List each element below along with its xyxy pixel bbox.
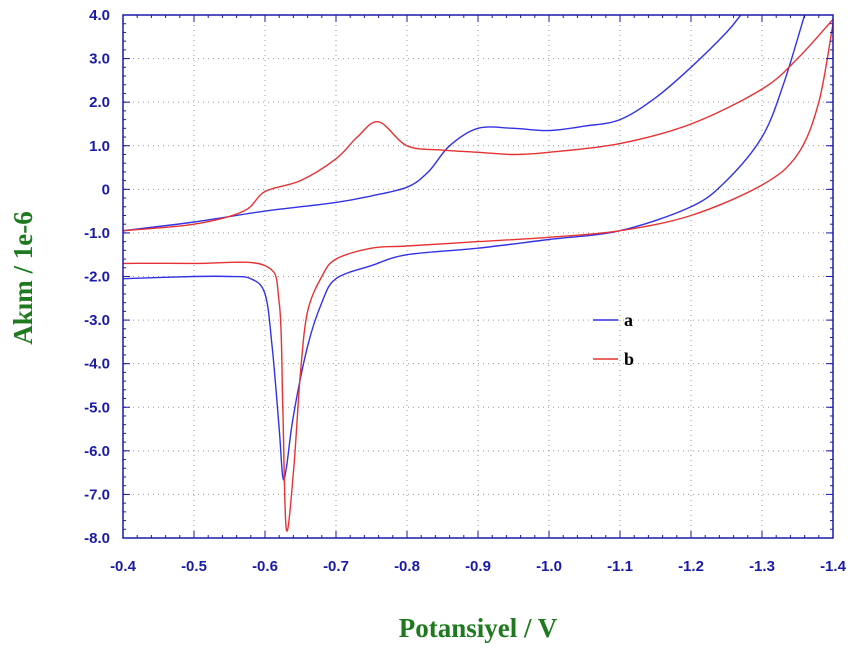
x-tick-label: -0.5	[181, 558, 207, 575]
y-tick-label: 4.0	[89, 7, 110, 24]
y-tick-label: -5.0	[84, 399, 110, 416]
y-tick-label: -8.0	[84, 530, 110, 547]
x-tick-label: -1.4	[820, 558, 847, 575]
legend-label-b: b	[624, 349, 634, 369]
y-tick-label: 2.0	[89, 94, 110, 111]
y-tick-label: -2.0	[84, 269, 110, 286]
x-axis-tick-labels: -0.4 -0.5 -0.6 -0.7 -0.8 -0.9 -1.0 -1.1 -1.2 -1.3…	[110, 558, 847, 575]
x-tick-label: -0.4	[110, 558, 137, 575]
x-tick-label: -0.8	[394, 558, 420, 575]
y-tick-label: -7.0	[84, 486, 110, 503]
series-a-line-lower	[123, 15, 806, 481]
y-tick-label: 3.0	[89, 51, 110, 68]
legend-label-a: a	[624, 310, 633, 330]
y-tick-label: -6.0	[84, 443, 110, 460]
y-tick-label: 1.0	[89, 138, 110, 155]
x-tick-label: -1.3	[749, 558, 775, 575]
series-b-line-lower	[123, 23, 833, 532]
y-tick-label: -4.0	[84, 356, 110, 373]
x-tick-label: -0.7	[323, 558, 349, 575]
ticks-layer	[122, 14, 834, 539]
y-axis-tick-labels: 4.0 3.0 2.0 1.0 0 -1.0 -2.0 -3.0 -4.0 -5.0 -6.0 -7.…	[84, 7, 110, 547]
series-layer	[123, 15, 833, 532]
x-tick-label: -1.1	[607, 558, 633, 575]
y-tick-label: -3.0	[84, 312, 110, 329]
x-axis-title: Potansiyel / V	[399, 613, 558, 643]
y-axis-title: Akım / 1e-6	[8, 211, 38, 344]
x-tick-label: -1.0	[536, 558, 562, 575]
grid-layer	[123, 15, 833, 538]
y-tick-label: 0	[102, 181, 110, 198]
x-tick-label: -0.9	[465, 558, 491, 575]
x-tick-label: -0.6	[252, 558, 278, 575]
x-tick-label: -1.2	[678, 558, 704, 575]
y-tick-label: -1.0	[84, 225, 110, 242]
series-b-line-upper	[123, 18, 833, 232]
legend: a b	[593, 310, 634, 369]
series-a-line-upper	[123, 15, 742, 232]
